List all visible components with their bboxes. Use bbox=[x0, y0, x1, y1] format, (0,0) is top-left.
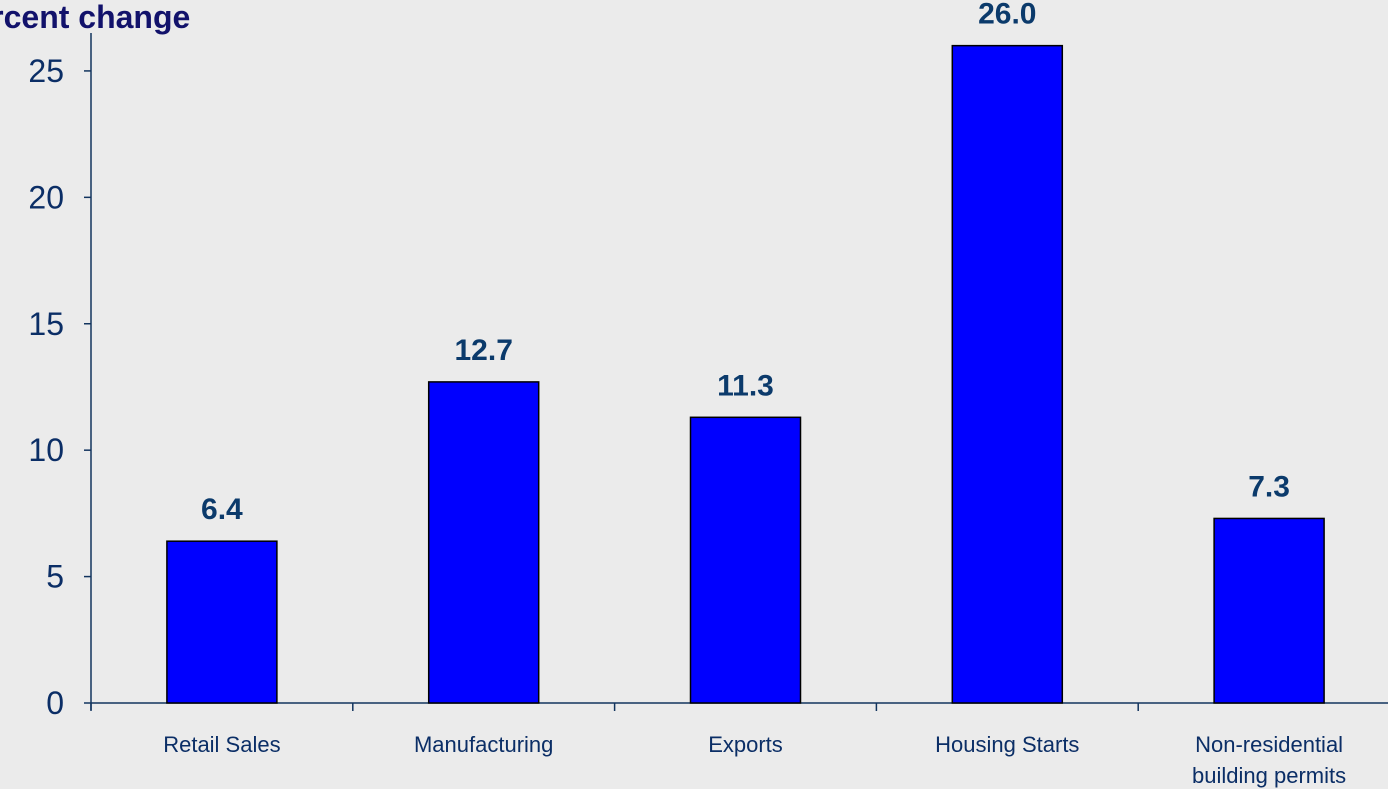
y-axis-title: Percent change bbox=[0, 0, 190, 35]
x-axis-ticks: Retail Sales Manufacturing Exports Housing … bbox=[90, 703, 1346, 788]
bar-housing-starts bbox=[951, 44, 1064, 704]
x-tick-label: Manufacturing bbox=[414, 732, 553, 757]
y-tick-label: 25 bbox=[28, 53, 64, 89]
data-label: 7.3 bbox=[1248, 470, 1290, 503]
x-tick-label-line: building permits bbox=[1192, 763, 1346, 788]
bar-manufacturing bbox=[427, 381, 540, 704]
x-tick-label-line: Manufacturing bbox=[414, 732, 553, 757]
data-label: 11.3 bbox=[717, 369, 774, 402]
x-tick-label-line: Exports bbox=[708, 732, 783, 757]
x-tick-label: Exports bbox=[708, 732, 783, 757]
data-label: 6.4 bbox=[201, 493, 243, 526]
bar-retail-sales bbox=[166, 540, 278, 704]
y-tick-label: 0 bbox=[46, 685, 64, 721]
x-tick-label: Non-residential building permits bbox=[1192, 732, 1346, 788]
x-tick-label-line: Retail Sales bbox=[163, 732, 280, 757]
x-tick-label: Housing Starts bbox=[935, 732, 1079, 757]
y-tick-label: 10 bbox=[28, 432, 64, 468]
y-axis-ticks: 0 5 10 15 20 25 bbox=[28, 53, 91, 721]
data-label: 26.0 bbox=[978, 0, 1036, 31]
data-label: 12.7 bbox=[455, 334, 513, 367]
y-tick-label: 15 bbox=[28, 306, 64, 342]
x-tick-label-line: Non-residential bbox=[1195, 732, 1343, 757]
y-tick-label: 20 bbox=[28, 179, 64, 215]
data-labels: 6.4 12.7 11.3 26.0 7.3 bbox=[201, 0, 1290, 526]
bars bbox=[166, 44, 1325, 704]
x-tick-label-line: Housing Starts bbox=[935, 732, 1079, 757]
x-tick-label: Retail Sales bbox=[163, 732, 280, 757]
bar-exports bbox=[689, 416, 802, 704]
bar-non-residential-building-permits bbox=[1213, 517, 1325, 704]
y-tick-label: 5 bbox=[46, 559, 64, 595]
